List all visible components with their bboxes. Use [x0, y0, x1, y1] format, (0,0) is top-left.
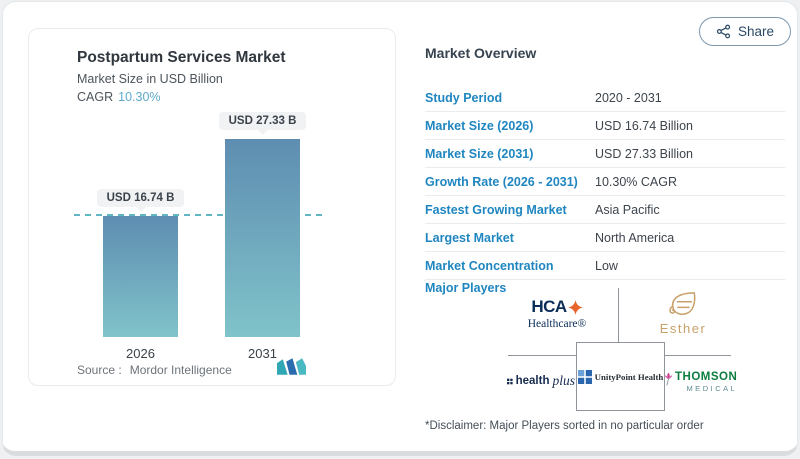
bar-group: USD 16.74 B — [96, 189, 185, 337]
overview-table: Study Period 2020 - 2031 Market Size (2026… — [425, 84, 785, 280]
x-axis-label: 2031 — [248, 346, 277, 361]
bar-value-label: USD 27.33 B — [218, 112, 307, 130]
unitypoint-box: UnityPoint Health — [576, 342, 665, 411]
bar-value-label-pointer — [257, 130, 268, 135]
players-divider-vertical — [618, 288, 619, 342]
thomson-medical-logo: THOMSON MEDICAL — [663, 371, 739, 393]
bar[interactable] — [103, 216, 178, 337]
thomson-medical-text: MEDICAL — [686, 384, 738, 393]
bar[interactable] — [225, 139, 300, 337]
overview-row-value: 10.30% CAGR — [595, 174, 677, 189]
esther-leaf-icon — [669, 292, 696, 315]
overview-row-label: Growth Rate (2026 - 2031) — [425, 174, 578, 189]
reference-dashed-line — [74, 214, 326, 216]
cagr-value: 10.30% — [118, 90, 161, 104]
source-line: Source : Mordor Intelligence — [77, 363, 232, 377]
unitypoint-text: UnityPoint Health — [594, 371, 664, 382]
overview-row-value: Asia Pacific — [595, 202, 660, 217]
overview-row: Market Size (2031) USD 27.33 Billion — [425, 140, 785, 168]
overview-row: Market Concentration Low — [425, 252, 785, 280]
overview-row-label: Market Concentration — [425, 258, 554, 273]
chart-card: Postpartum Services Market Market Size i… — [28, 28, 396, 386]
overview-row-value: USD 27.33 Billion — [595, 146, 693, 161]
overview-row-value: North America — [595, 230, 675, 245]
thomson-text: THOMSON — [675, 371, 738, 383]
share-button[interactable]: Share — [699, 17, 791, 46]
bar-value-label-pointer — [135, 207, 146, 212]
cagr-label: CAGR — [77, 90, 114, 104]
source-label: Source : — [77, 363, 122, 377]
disclaimer-text: *Disclaimer: Major Players sorted in no … — [425, 420, 704, 432]
esther-logo: Esther — [650, 291, 716, 336]
share-label: Share — [737, 24, 775, 39]
unitypoint-health-logo: UnityPoint Health — [577, 369, 664, 384]
overview-title: Market Overview — [425, 45, 537, 61]
thomson-orchid-icon — [664, 372, 673, 386]
x-axis-label: 2026 — [126, 346, 155, 361]
overview-row-label: Fastest Growing Market — [425, 202, 567, 217]
cagr-line: CAGR 10.30% — [77, 90, 161, 104]
hca-cross-icon — [567, 299, 583, 315]
major-players-label: Major Players — [425, 281, 507, 295]
chart-title: Postpartum Services Market — [77, 49, 286, 66]
hca-healthcare-logo: HCA Healthcare® — [526, 297, 588, 330]
esther-text: Esther — [659, 321, 707, 336]
chart-subtitle: Market Size in USD Billion — [77, 72, 223, 86]
hca-text: HCA — [531, 297, 567, 316]
hca-healthcare-text: Healthcare® — [527, 318, 587, 330]
bar-value-label: USD 16.74 B — [96, 189, 185, 207]
players-divider-horizontal-right — [663, 355, 731, 356]
overview-row-value: Low — [595, 258, 618, 273]
overview-row: Largest Market North America — [425, 224, 785, 252]
bar-chart: USD 16.74 B 2026 USD 27.33 B 2031 — [74, 109, 326, 361]
healthplus-bold-text: health — [515, 375, 550, 387]
healthplus-logo: health plus — [507, 373, 575, 389]
share-icon — [716, 24, 731, 39]
overview-row-label: Market Size (2026) — [425, 118, 534, 133]
mordor-intelligence-logo — [277, 358, 306, 375]
overview-row: Fastest Growing Market Asia Pacific — [425, 196, 785, 224]
players-divider-horizontal-left — [508, 355, 576, 356]
overview-row-label: Largest Market — [425, 230, 514, 245]
source-name: Mordor Intelligence — [129, 363, 232, 377]
overview-row: Growth Rate (2026 - 2031) 10.30% CAGR — [425, 168, 785, 196]
overview-row-label: Study Period — [425, 90, 503, 105]
unitypoint-cross-icon — [577, 369, 592, 384]
healthplus-script-text: plus — [552, 373, 575, 388]
overview-row-value: 2020 - 2031 — [595, 90, 662, 105]
overview-row-label: Market Size (2031) — [425, 146, 534, 161]
bar-group: USD 27.33 B — [218, 112, 307, 337]
healthplus-grid-icon — [507, 378, 513, 384]
overview-row: Market Size (2026) USD 16.74 Billion — [425, 112, 785, 140]
overview-row-value: USD 16.74 Billion — [595, 118, 693, 133]
overview-row: Study Period 2020 - 2031 — [425, 84, 785, 112]
